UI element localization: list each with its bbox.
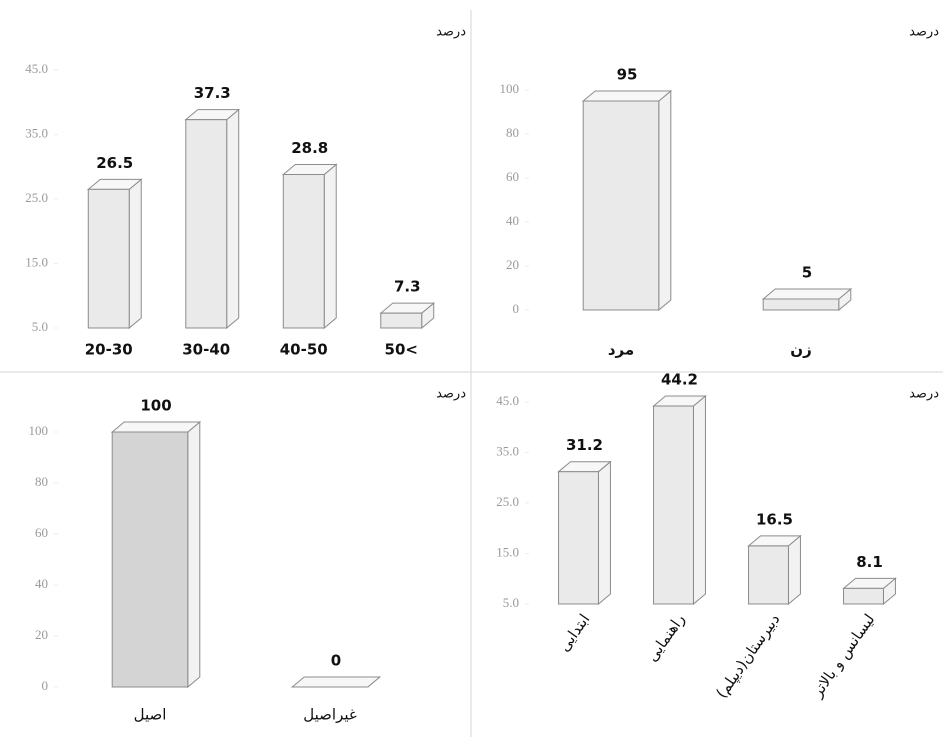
value-label: 26.5	[96, 154, 133, 172]
bar-side	[597, 460, 611, 606]
bar-side	[323, 163, 337, 330]
value-label: 0	[331, 652, 341, 670]
y-tick-label: 45.0	[25, 61, 48, 76]
value-label: 95	[617, 66, 638, 84]
x-tick-label: زن	[790, 341, 811, 359]
bar-side	[128, 178, 142, 330]
y-tick-label: 25.0	[25, 190, 48, 205]
value-label: 8.1	[856, 553, 883, 571]
x-tick-label: اصیل	[134, 706, 167, 724]
value-label: 31.2	[566, 436, 603, 454]
y-tick-label: 80	[35, 474, 48, 489]
y-tick-label: 35.0	[25, 125, 48, 140]
value-label: 100	[140, 397, 171, 415]
y-axis-label: درصد	[436, 25, 466, 40]
x-tick-label: 40-50	[280, 341, 328, 359]
value-label: 7.3	[394, 278, 421, 296]
bar-side	[226, 108, 240, 330]
y-tick-label: 20	[506, 257, 519, 272]
bar-top	[581, 90, 673, 102]
value-label: 28.8	[291, 139, 328, 157]
value-label: 5	[802, 264, 812, 282]
y-tick-label: 0	[42, 678, 49, 693]
bar	[111, 431, 189, 688]
bar-side	[658, 89, 672, 312]
y-tick-label: 5.0	[503, 595, 519, 610]
y-tick-label: 0	[513, 301, 520, 316]
y-tick-label: 15.0	[496, 544, 519, 559]
x-tick-label: 50<	[385, 341, 418, 359]
bar-top	[110, 421, 202, 433]
y-tick-label: 25.0	[496, 494, 519, 509]
y-tick-label: 100	[29, 423, 49, 438]
y-tick-label: 60	[35, 525, 48, 540]
y-tick-label: 35.0	[496, 443, 519, 458]
y-tick-label: 60	[506, 169, 519, 184]
bar-side	[187, 420, 201, 689]
bar	[87, 188, 130, 329]
bar-side	[787, 534, 801, 606]
bar-side	[692, 394, 706, 606]
bar	[748, 545, 789, 605]
bar	[185, 119, 228, 329]
bar	[653, 405, 694, 605]
bar	[843, 587, 884, 605]
y-tick-label: 80	[506, 125, 519, 140]
value-label: 16.5	[756, 510, 793, 528]
y-axis-label: درصد	[436, 387, 466, 402]
value-label: 44.2	[661, 371, 698, 389]
y-axis-label: درصد	[909, 387, 939, 402]
x-tick-label: مرد	[608, 341, 634, 359]
y-tick-label: 15.0	[25, 254, 48, 269]
x-tick-label: 30-40	[182, 341, 230, 359]
y-axis-label: درصد	[909, 25, 939, 40]
value-label: 37.3	[194, 84, 231, 102]
y-tick-label: 40	[506, 213, 519, 228]
bar	[558, 471, 599, 605]
bar	[380, 312, 423, 329]
bar	[582, 100, 660, 311]
y-tick-label: 5.0	[32, 319, 48, 334]
x-tick-label: غیراصیل	[303, 706, 357, 724]
bar	[762, 298, 840, 311]
y-tick-label: 40	[35, 576, 48, 591]
bar-top	[761, 288, 853, 300]
y-tick-label: 20	[35, 627, 48, 642]
y-tick-label: 100	[500, 81, 520, 96]
x-tick-label: 20-30	[85, 341, 133, 359]
bar	[282, 173, 325, 329]
y-tick-label: 45.0	[496, 393, 519, 408]
bar-top	[290, 676, 382, 688]
